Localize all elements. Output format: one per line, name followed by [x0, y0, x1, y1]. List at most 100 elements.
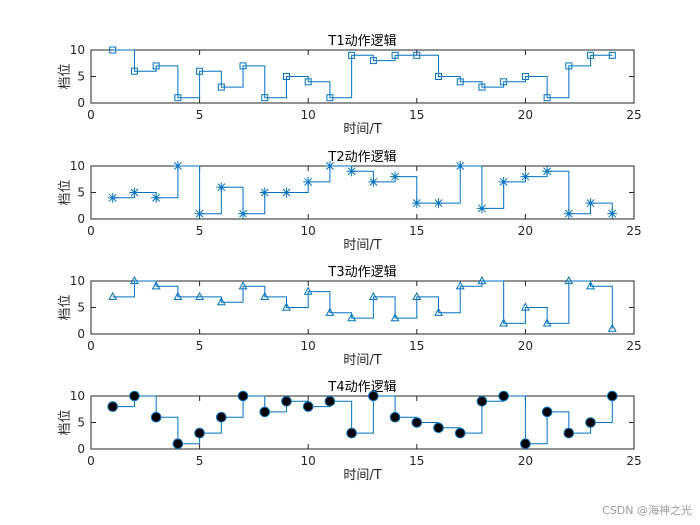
x-tick-label: 15	[409, 454, 424, 468]
data-point	[130, 67, 138, 75]
y-axis-label: 档位	[58, 294, 73, 320]
data-point	[499, 318, 509, 327]
chart-title: T2动作逻辑	[327, 150, 396, 165]
y-tick-label: 5	[77, 70, 85, 84]
x-tick-label: 20	[518, 108, 533, 122]
x-tick-label: 0	[87, 339, 95, 353]
data-point	[107, 401, 119, 412]
x-axis-label: 时间/T	[343, 238, 381, 253]
data-point	[413, 51, 421, 59]
data-point	[281, 396, 292, 407]
data-point	[107, 192, 118, 203]
x-axis-label: 时间/T	[343, 122, 381, 137]
data-point	[346, 166, 357, 177]
y-tick-label: 10	[70, 43, 85, 57]
data-point	[607, 208, 618, 219]
data-point	[433, 198, 444, 209]
data-point	[608, 51, 616, 59]
data-point	[607, 323, 617, 332]
data-point	[368, 291, 378, 300]
data-point	[282, 302, 291, 311]
data-point	[390, 313, 400, 322]
x-tick-label: 25	[626, 108, 641, 122]
data-point	[259, 406, 271, 418]
data-point	[261, 94, 269, 102]
data-point	[150, 411, 162, 423]
x-tick-label: 20	[518, 454, 533, 468]
x-tick-label: 5	[196, 108, 204, 122]
x-tick-label: 10	[301, 454, 316, 468]
x-tick-label: 0	[87, 454, 95, 468]
x-tick-label: 0	[87, 108, 95, 122]
data-point	[500, 78, 508, 86]
data-point	[476, 203, 487, 214]
data-point	[521, 73, 529, 80]
data-point	[543, 94, 551, 102]
data-point	[478, 83, 486, 91]
data-point	[194, 208, 205, 219]
x-tick-label: 15	[409, 339, 424, 353]
x-tick-label: 5	[196, 454, 204, 468]
series-stairs-line	[112, 280, 613, 329]
y-tick-label: 0	[77, 212, 85, 226]
data-point	[238, 208, 249, 219]
data-point	[237, 390, 249, 402]
data-point	[129, 390, 140, 402]
data-point	[216, 297, 226, 306]
data-point	[585, 198, 596, 209]
data-point	[239, 62, 247, 70]
data-point	[542, 318, 552, 327]
y-tick-label: 5	[77, 186, 85, 200]
data-point	[348, 51, 356, 59]
data-point	[520, 171, 531, 182]
data-point	[563, 427, 575, 439]
data-point	[194, 427, 205, 439]
x-tick-label: 25	[626, 339, 641, 353]
data-point	[129, 275, 139, 285]
data-point	[456, 78, 464, 86]
y-axis-label: 档位	[58, 179, 73, 205]
series-stairs-line	[112, 165, 613, 215]
data-point	[563, 208, 574, 219]
x-tick-label: 10	[301, 108, 316, 122]
x-axis-label: 时间/T	[343, 353, 381, 368]
chart-title: T1动作逻辑	[327, 34, 396, 49]
y-tick-label: 5	[77, 416, 85, 430]
series-stairs-line	[112, 49, 613, 99]
data-point	[282, 73, 290, 80]
data-point	[108, 291, 118, 300]
data-point	[260, 291, 270, 300]
data-point	[304, 78, 312, 86]
y-axis-label: 档位	[58, 63, 73, 89]
x-tick-label: 25	[626, 454, 641, 468]
data-point	[411, 417, 423, 428]
data-point	[129, 187, 140, 198]
data-point	[346, 427, 357, 439]
data-point	[259, 187, 270, 198]
x-tick-label: 15	[409, 108, 424, 122]
data-point	[196, 67, 204, 75]
data-point	[455, 281, 465, 290]
data-point	[498, 176, 509, 187]
data-point	[476, 396, 488, 407]
data-point	[281, 187, 292, 198]
data-point	[391, 51, 399, 59]
data-point	[433, 422, 444, 434]
data-point	[586, 281, 596, 290]
data-point	[455, 161, 466, 171]
data-point	[174, 94, 182, 102]
axes-box	[90, 49, 635, 104]
data-point	[302, 401, 314, 412]
data-point	[195, 291, 205, 300]
chart-title: T3动作逻辑	[327, 265, 396, 280]
y-tick-label: 0	[77, 327, 85, 341]
x-tick-label: 5	[196, 339, 204, 353]
data-point	[585, 417, 596, 428]
x-axis-label: 时间/T	[343, 468, 381, 483]
data-point	[542, 166, 553, 177]
data-point	[389, 411, 401, 423]
data-point	[109, 46, 117, 54]
